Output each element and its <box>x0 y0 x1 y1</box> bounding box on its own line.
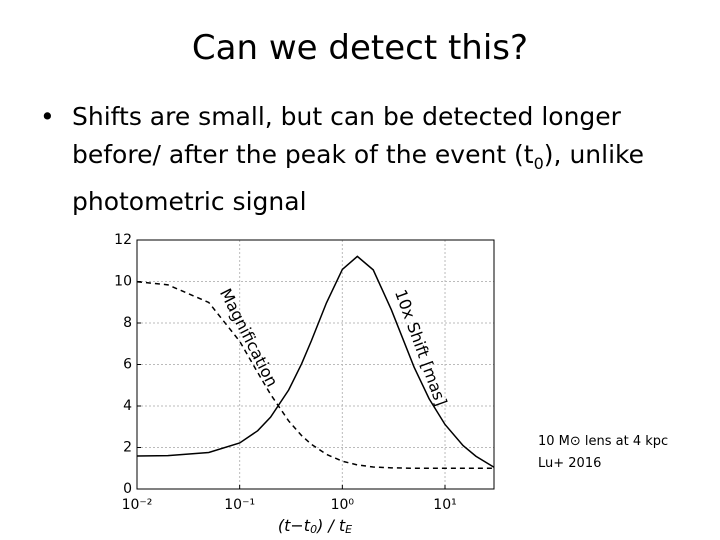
series-line <box>136 280 494 469</box>
y-tick-label: 6 <box>123 357 132 373</box>
bullet-part: Shifts are small, but can be detected lo… <box>72 102 621 169</box>
bullet: • Shifts are small, but can be detected … <box>40 98 700 221</box>
x-tick-label: 10⁻² <box>122 497 153 513</box>
slide-title: Can we detect this? <box>191 28 529 68</box>
x-tick-label: 10⁻¹ <box>224 497 255 513</box>
y-tick-label: 8 <box>123 315 132 331</box>
x-label-part: (t−t <box>278 516 311 535</box>
series-label: Magnification <box>216 285 282 390</box>
bullet-text: Shifts are small, but can be detected lo… <box>72 98 700 221</box>
y-tick-label: 4 <box>123 398 132 414</box>
x-tick-label: 10¹ <box>433 497 456 513</box>
x-label-sub: 0 <box>310 523 317 536</box>
series-line <box>136 255 495 468</box>
series-label: 10x Shift [mas] <box>391 287 451 409</box>
x-label-part: ) / t <box>316 516 346 535</box>
x-axis-label: (t−t0) / tE <box>278 516 352 537</box>
note-line: 10 M⊙ lens at 4 kpc <box>538 434 669 449</box>
y-tick-label: 0 <box>123 481 132 497</box>
x-label-sub: E <box>345 523 352 536</box>
x-tick-label: 10⁰ <box>331 497 355 513</box>
bullet-dot: • <box>40 102 55 131</box>
note-line: Lu+ 2016 <box>538 456 602 471</box>
bullet-part: ), unlike photometric signal <box>72 140 644 216</box>
y-tick-label: 12 <box>114 232 132 248</box>
y-tick-label: 2 <box>123 440 132 456</box>
y-tick-label: 10 <box>114 274 132 290</box>
plot-frame <box>136 239 495 490</box>
bullet-subscript: 0 <box>533 154 544 173</box>
